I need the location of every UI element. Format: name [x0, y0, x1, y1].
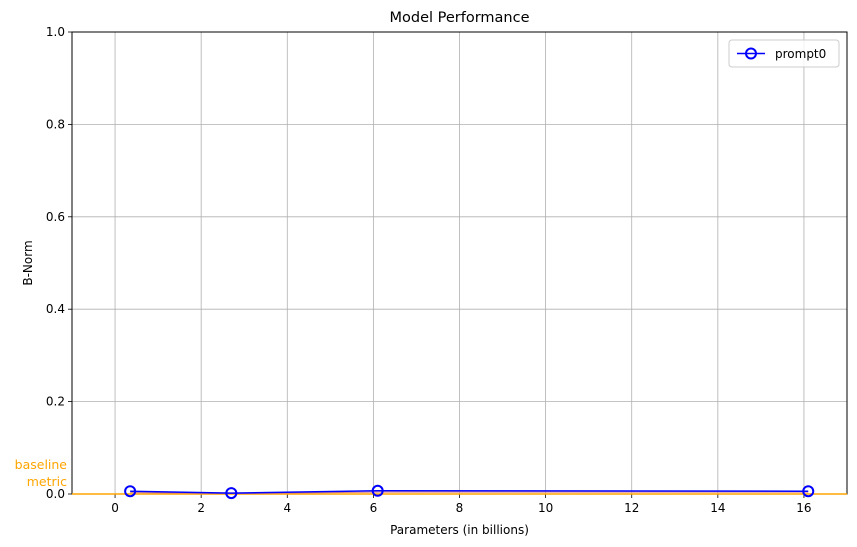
baseline-label-line2: metric	[27, 474, 67, 489]
y-tick-label: 0.4	[46, 302, 65, 316]
x-tick-label: 2	[197, 501, 205, 515]
series-line-prompt0	[130, 490, 809, 494]
x-axis: 0 2 4 6 8 10 12 14 16	[111, 494, 812, 515]
series-group	[124, 484, 815, 500]
x-tick-label: 8	[456, 501, 464, 515]
data-point	[225, 487, 238, 500]
data-point	[124, 485, 137, 498]
data-point	[371, 484, 384, 497]
x-tick-label: 4	[283, 501, 291, 515]
y-axis: 0.0 0.2 0.4 0.6 0.8 1.0	[46, 25, 72, 501]
x-tick-label: 14	[710, 501, 725, 515]
secondary-series-line	[130, 491, 809, 495]
chart-title: Model Performance	[389, 10, 529, 26]
baseline-label: baseline	[15, 457, 68, 472]
legend-box	[728, 39, 840, 68]
legend: prompt0	[728, 39, 840, 68]
x-tick-label: 0	[111, 501, 119, 515]
y-tick-label: 1.0	[46, 25, 65, 39]
y-tick-label: 0.0	[46, 487, 65, 501]
x-tick-label: 10	[538, 501, 553, 515]
legend-marker-prompt0	[745, 47, 757, 60]
y-axis-label: B-Norm	[21, 240, 35, 285]
x-tick-label: 16	[796, 501, 811, 515]
y-tick-label: 0.8	[46, 117, 65, 131]
x-axis-label: Parameters (in billions)	[390, 523, 529, 537]
legend-label-prompt0: prompt0	[775, 47, 826, 61]
data-point	[802, 485, 815, 498]
y-tick-label: 0.2	[46, 395, 65, 409]
x-tick-label: 12	[624, 501, 639, 515]
grid	[72, 31, 847, 495]
x-tick-label: 6	[370, 501, 378, 515]
y-tick-label: 0.6	[46, 210, 65, 224]
